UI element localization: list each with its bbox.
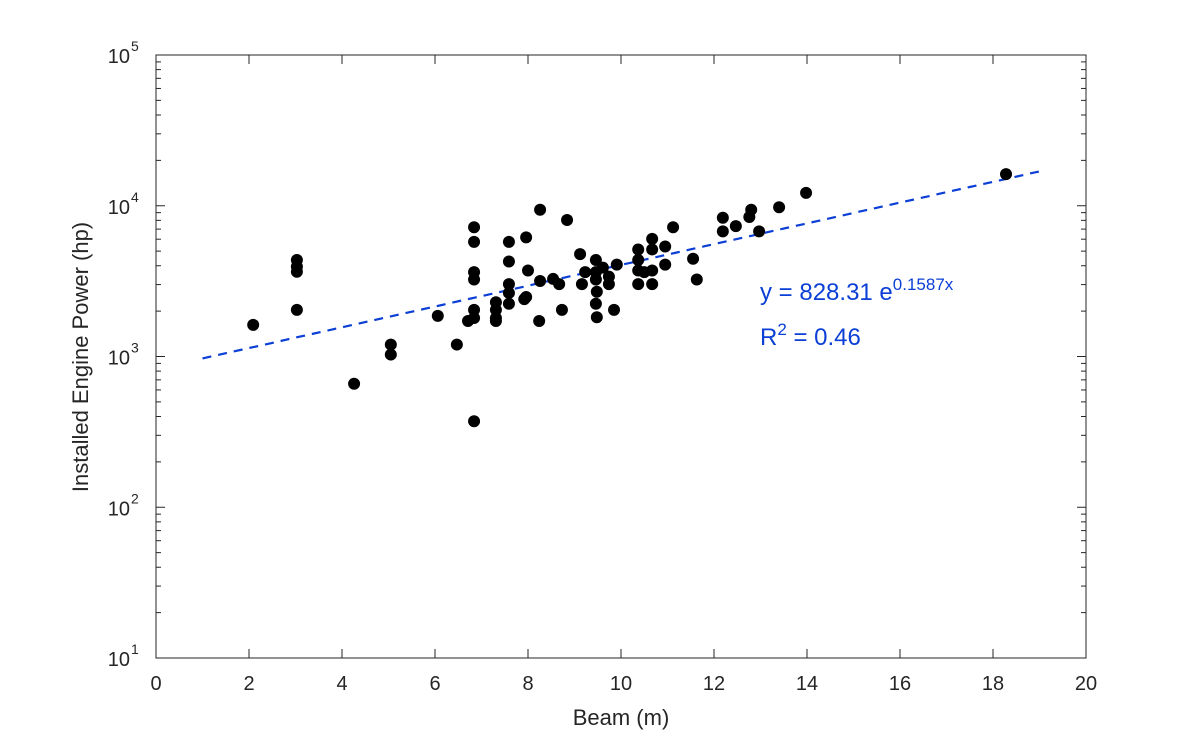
data-point: [602, 278, 615, 291]
data-point: [468, 221, 481, 234]
data-point: [489, 314, 502, 327]
data-point: [520, 231, 533, 244]
x-tick-labels: 0 2 4 6 8 10 12 14 16 18 20: [150, 673, 1097, 695]
data-point: [596, 261, 609, 274]
data-point: [729, 220, 742, 233]
data-point: [502, 286, 515, 299]
y-tick-exponent: 4: [131, 189, 139, 205]
data-point: [247, 318, 260, 331]
x-tick-label: 20: [1075, 673, 1097, 695]
data-point: [450, 338, 463, 351]
x-axis-label: Beam (m): [573, 705, 670, 730]
r-squared: R2 = 0.46: [760, 320, 861, 351]
data-point: [1000, 168, 1013, 181]
x-tick-label: 6: [429, 673, 440, 695]
data-point: [646, 243, 659, 256]
data-point: [659, 240, 672, 253]
y-axis-label: Installed Engine Power (hp): [68, 222, 93, 492]
data-point: [553, 278, 566, 291]
data-point: [575, 278, 588, 291]
data-points: [247, 168, 1013, 428]
r2-label: R: [760, 324, 777, 351]
axis-ticks: [155, 54, 1087, 659]
data-point: [632, 243, 645, 256]
data-point: [502, 235, 515, 248]
data-point: [800, 186, 813, 199]
data-point: [646, 232, 659, 245]
data-point: [579, 266, 592, 279]
data-point: [610, 258, 623, 271]
x-tick-label: 10: [610, 673, 632, 695]
plot-area: [155, 54, 1087, 659]
data-point: [667, 221, 680, 234]
data-point: [431, 309, 444, 322]
data-point: [646, 278, 659, 291]
x-tick-label: 8: [522, 673, 533, 695]
data-point: [773, 201, 786, 214]
data-point: [690, 273, 703, 286]
y-tick-label: 10: [108, 348, 130, 370]
data-point: [518, 293, 531, 306]
y-tick-exponent: 5: [131, 38, 139, 54]
fit-equation: y = 828.31 e0.1587x: [760, 275, 954, 306]
data-point: [468, 235, 481, 248]
y-tick-exponent: 3: [131, 340, 139, 356]
data-point: [687, 252, 700, 265]
x-tick-label: 0: [150, 673, 161, 695]
data-point: [590, 311, 603, 324]
data-point: [632, 253, 645, 266]
x-tick-label: 4: [336, 673, 347, 695]
data-point: [716, 225, 729, 238]
data-point: [589, 297, 602, 310]
data-point: [534, 274, 547, 287]
data-point: [632, 278, 645, 291]
r2-exponent: 2: [777, 320, 786, 339]
data-point: [348, 377, 361, 390]
x-tick-label: 18: [982, 673, 1004, 695]
y-tick-label: 10: [108, 46, 130, 68]
x-tick-label: 14: [796, 673, 818, 695]
data-point: [502, 255, 515, 268]
y-tick-label: 10: [108, 498, 130, 520]
data-point: [502, 278, 515, 291]
data-point: [533, 314, 546, 327]
data-point: [590, 285, 603, 298]
data-point: [608, 303, 621, 316]
data-point: [589, 253, 602, 266]
equation-exponent: 0.1587x: [893, 275, 954, 294]
data-point: [753, 225, 766, 238]
x-tick-label: 12: [703, 673, 725, 695]
data-point: [468, 273, 481, 286]
data-point: [522, 264, 534, 277]
y-tick-label: 10: [108, 649, 130, 671]
x-tick-label: 16: [889, 673, 911, 695]
data-point: [659, 258, 672, 271]
y-tick-exponent: 1: [131, 641, 139, 657]
data-point: [716, 211, 729, 224]
data-point: [468, 312, 481, 325]
data-point: [646, 264, 659, 277]
data-point: [502, 297, 515, 310]
data-point: [555, 303, 568, 316]
y-tick-label: 10: [108, 197, 130, 219]
data-point: [589, 273, 602, 286]
data-point: [384, 338, 397, 351]
y-tick-exponent: 2: [131, 490, 139, 506]
data-point: [468, 415, 481, 428]
equation-text: y = 828.31 e: [760, 279, 893, 306]
data-point: [574, 248, 587, 261]
data-point: [384, 348, 397, 361]
x-tick-label: 2: [243, 673, 254, 695]
r2-value: = 0.46: [787, 324, 861, 351]
data-point: [290, 303, 303, 316]
data-point: [743, 211, 756, 224]
data-point: [534, 203, 547, 216]
data-point: [290, 265, 303, 278]
data-point: [561, 213, 574, 226]
